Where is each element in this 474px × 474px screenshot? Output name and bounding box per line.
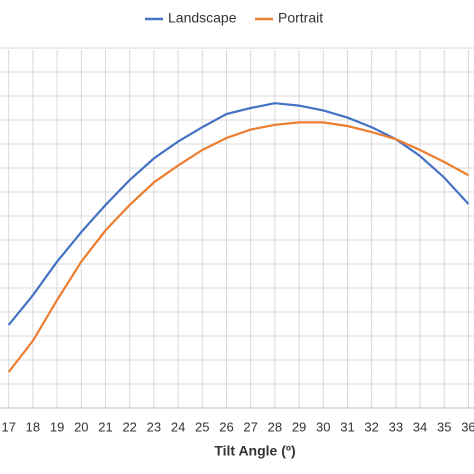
x-tick-label: 20 (74, 419, 88, 434)
x-tick-label: 27 (243, 419, 257, 434)
x-tick-label: 22 (122, 419, 136, 434)
x-tick-label: 19 (50, 419, 64, 434)
x-tick-label: 25 (195, 419, 209, 434)
line-series (7, 102, 470, 326)
x-tick-label: 35 (437, 419, 451, 434)
x-tick-label: 23 (147, 419, 161, 434)
x-tick-label: 32 (364, 419, 378, 434)
x-axis-title: Tilt Angle (º) (214, 443, 295, 459)
x-tick-label: 34 (413, 419, 427, 434)
x-tick-label: 17 (1, 419, 15, 434)
x-tick-label: 30 (316, 419, 330, 434)
x-tick-label: 29 (292, 419, 306, 434)
x-tick-label: 31 (340, 419, 354, 434)
x-tick-label: 28 (268, 419, 282, 434)
x-tick-label: 18 (26, 419, 40, 434)
x-tick-label: 26 (219, 419, 233, 434)
x-tick-label: 21 (98, 419, 112, 434)
x-tick-label: 33 (389, 419, 403, 434)
legend-label: Landscape (168, 10, 237, 26)
x-tick-label: 24 (171, 419, 185, 434)
legend-label: Portrait (278, 10, 323, 26)
x-tick-label: 36 (461, 419, 474, 434)
line-series (7, 121, 469, 373)
